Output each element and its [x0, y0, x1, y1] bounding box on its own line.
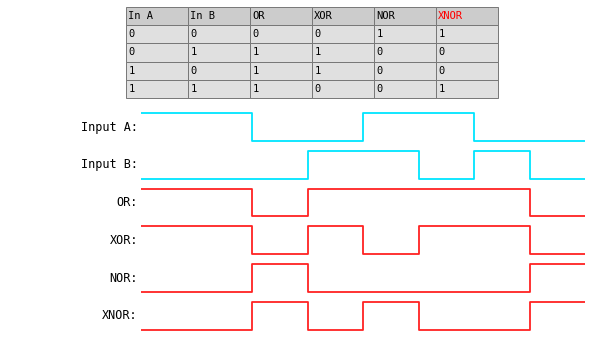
Bar — [374, 7, 436, 25]
Bar — [250, 7, 312, 25]
Bar — [374, 25, 436, 43]
Text: NOR: NOR — [376, 11, 395, 21]
Text: 0: 0 — [314, 84, 320, 94]
Bar — [312, 43, 374, 62]
Text: 0: 0 — [439, 47, 445, 57]
Bar — [126, 7, 188, 25]
Bar — [312, 62, 374, 80]
Bar — [436, 43, 498, 62]
Text: NOR:: NOR: — [110, 271, 138, 285]
Bar — [436, 62, 498, 80]
Text: 1: 1 — [253, 84, 259, 94]
Text: 0: 0 — [253, 29, 259, 39]
Bar — [374, 62, 436, 80]
Bar — [250, 62, 312, 80]
Bar — [188, 7, 250, 25]
Text: 1: 1 — [314, 66, 320, 76]
Text: 1: 1 — [128, 66, 134, 76]
Text: In A: In A — [128, 11, 154, 21]
Text: 1: 1 — [439, 84, 445, 94]
Bar — [188, 25, 250, 43]
Text: Input B:: Input B: — [81, 158, 138, 171]
Text: 0: 0 — [128, 47, 134, 57]
Text: 1: 1 — [253, 66, 259, 76]
Text: XNOR:: XNOR: — [103, 309, 138, 322]
Text: 0: 0 — [314, 29, 320, 39]
Bar — [436, 7, 498, 25]
Text: OR:: OR: — [116, 196, 138, 209]
Text: 1: 1 — [253, 47, 259, 57]
Bar — [312, 7, 374, 25]
Text: 1: 1 — [314, 47, 320, 57]
Bar — [436, 25, 498, 43]
Bar — [436, 80, 498, 98]
Bar — [374, 80, 436, 98]
Text: 0: 0 — [190, 29, 197, 39]
Bar — [188, 43, 250, 62]
Bar — [126, 80, 188, 98]
Text: 1: 1 — [128, 84, 134, 94]
Text: 1: 1 — [439, 29, 445, 39]
Bar — [312, 80, 374, 98]
Text: 0: 0 — [376, 66, 383, 76]
Text: 0: 0 — [190, 66, 197, 76]
Bar — [250, 25, 312, 43]
Bar — [250, 80, 312, 98]
Text: 0: 0 — [376, 47, 383, 57]
Text: 1: 1 — [190, 84, 197, 94]
Text: OR: OR — [253, 11, 265, 21]
Bar — [312, 25, 374, 43]
Bar — [126, 43, 188, 62]
Text: 0: 0 — [376, 84, 383, 94]
Text: 1: 1 — [190, 47, 197, 57]
Bar — [188, 80, 250, 98]
Text: XOR:: XOR: — [110, 234, 138, 247]
Text: In B: In B — [190, 11, 215, 21]
Text: 1: 1 — [376, 29, 383, 39]
Bar — [250, 43, 312, 62]
Text: 0: 0 — [439, 66, 445, 76]
Text: XOR: XOR — [314, 11, 333, 21]
Bar — [126, 25, 188, 43]
Bar — [188, 62, 250, 80]
Text: Input A:: Input A: — [81, 121, 138, 134]
Text: 0: 0 — [128, 29, 134, 39]
Text: XNOR: XNOR — [439, 11, 463, 21]
Bar — [126, 62, 188, 80]
Bar — [374, 43, 436, 62]
